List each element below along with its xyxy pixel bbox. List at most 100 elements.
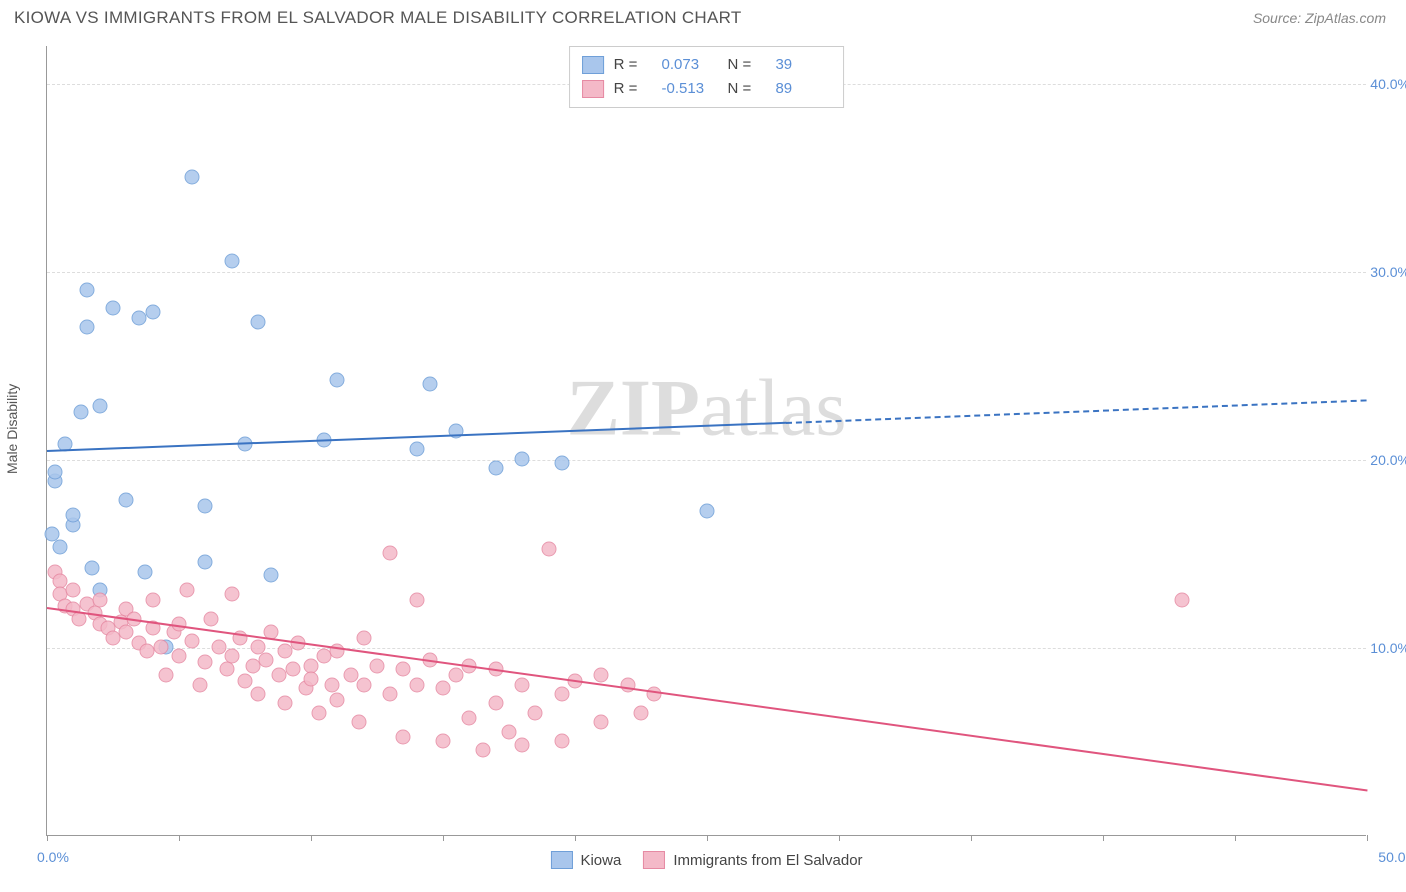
data-point [502, 724, 517, 739]
data-point [436, 733, 451, 748]
data-point [145, 305, 160, 320]
y-tick-label: 10.0% [1370, 640, 1406, 656]
data-point [92, 399, 107, 414]
data-point [541, 542, 556, 557]
data-point [119, 493, 134, 508]
x-tick [707, 835, 708, 841]
data-point [528, 705, 543, 720]
trend-line-dashed [786, 400, 1367, 425]
data-point [285, 662, 300, 677]
data-point [106, 301, 121, 316]
legend-r-1: -0.513 [662, 77, 718, 101]
chart-title: KIOWA VS IMMIGRANTS FROM EL SALVADOR MAL… [14, 8, 742, 28]
data-point [383, 686, 398, 701]
legend-swatch-0 [582, 56, 604, 74]
legend-stats-row-1: R = -0.513 N = 89 [582, 77, 832, 101]
data-point [488, 696, 503, 711]
grid-line [47, 272, 1366, 273]
data-point [79, 282, 94, 297]
grid-line [47, 648, 1366, 649]
data-point [396, 662, 411, 677]
y-tick-label: 30.0% [1370, 264, 1406, 280]
data-point [158, 668, 173, 683]
x-tick [839, 835, 840, 841]
data-point [700, 504, 715, 519]
data-point [238, 673, 253, 688]
data-point [409, 442, 424, 457]
x-tick [1367, 835, 1368, 841]
legend-item-1: Immigrants from El Salvador [643, 851, 862, 869]
data-point [422, 376, 437, 391]
data-point [488, 461, 503, 476]
legend-series: Kiowa Immigrants from El Salvador [550, 851, 862, 869]
data-point [370, 658, 385, 673]
trend-line [47, 607, 1367, 791]
legend-n-1: 89 [775, 77, 831, 101]
data-point [185, 634, 200, 649]
legend-bottom-swatch-1 [643, 851, 665, 869]
data-point [251, 314, 266, 329]
data-point [47, 464, 62, 479]
data-point [554, 733, 569, 748]
x-tick-last: 50.0% [1378, 849, 1406, 865]
x-tick-first: 0.0% [37, 849, 69, 865]
data-point [224, 254, 239, 269]
y-axis-label: Male Disability [4, 384, 20, 474]
data-point [330, 372, 345, 387]
data-point [409, 677, 424, 692]
data-point [351, 715, 366, 730]
legend-bottom-swatch-0 [550, 851, 572, 869]
x-tick [311, 835, 312, 841]
y-tick-label: 20.0% [1370, 452, 1406, 468]
legend-item-0: Kiowa [550, 851, 621, 869]
x-tick [179, 835, 180, 841]
data-point [409, 592, 424, 607]
x-tick [1235, 835, 1236, 841]
data-point [330, 692, 345, 707]
legend-swatch-1 [582, 80, 604, 98]
data-point [119, 624, 134, 639]
data-point [515, 677, 530, 692]
data-point [356, 677, 371, 692]
data-point [224, 649, 239, 664]
data-point [66, 508, 81, 523]
data-point [462, 711, 477, 726]
y-tick-label: 40.0% [1370, 76, 1406, 92]
chart-area: Male Disability ZIPatlas R = 0.073 N = 3… [0, 36, 1406, 886]
data-point [198, 498, 213, 513]
data-point [647, 686, 662, 701]
data-point [475, 743, 490, 758]
x-tick [443, 835, 444, 841]
data-point [277, 696, 292, 711]
data-point [211, 639, 226, 654]
legend-stats: R = 0.073 N = 39 R = -0.513 N = 89 [569, 46, 845, 108]
data-point [311, 705, 326, 720]
x-tick [971, 835, 972, 841]
data-point [594, 668, 609, 683]
legend-stats-row-0: R = 0.073 N = 39 [582, 53, 832, 77]
legend-label-1: Immigrants from El Salvador [673, 852, 862, 869]
data-point [198, 555, 213, 570]
legend-r-0: 0.073 [662, 53, 718, 77]
data-point [251, 686, 266, 701]
data-point [203, 611, 218, 626]
legend-label-0: Kiowa [580, 852, 621, 869]
data-point [172, 649, 187, 664]
data-point [343, 668, 358, 683]
grid-line [47, 460, 1366, 461]
data-point [515, 451, 530, 466]
data-point [79, 320, 94, 335]
data-point [84, 560, 99, 575]
data-point [66, 583, 81, 598]
plot-region: ZIPatlas R = 0.073 N = 39 R = -0.513 N =… [46, 46, 1366, 836]
data-point [436, 681, 451, 696]
legend-n-0: 39 [775, 53, 831, 77]
data-point [185, 169, 200, 184]
chart-header: KIOWA VS IMMIGRANTS FROM EL SALVADOR MAL… [0, 0, 1406, 36]
data-point [554, 686, 569, 701]
data-point [137, 564, 152, 579]
data-point [74, 404, 89, 419]
x-tick [1103, 835, 1104, 841]
data-point [1175, 592, 1190, 607]
data-point [396, 730, 411, 745]
